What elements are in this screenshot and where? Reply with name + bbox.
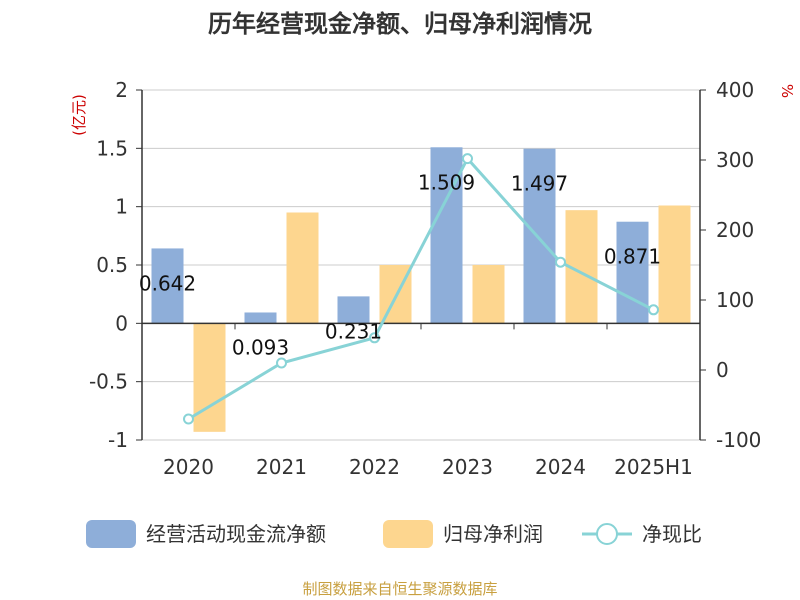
source-note: 制图数据来自恒生聚源数据库	[302, 580, 497, 598]
category-label: 2023	[442, 455, 493, 479]
bars	[151, 147, 691, 432]
legend-label: 净现比	[642, 522, 702, 546]
data-labels: 0.642 0.093 0.231 1.509 1.497 0.871	[139, 170, 661, 359]
bar-cashflow	[244, 312, 277, 324]
ratio-point	[555, 256, 566, 268]
legend-item[interactable]: 归母净利润	[383, 520, 543, 548]
left-tick-label: 0	[115, 311, 128, 335]
ratio-point	[462, 153, 473, 165]
legend-marker	[596, 523, 618, 545]
right-tick-label: 200	[716, 218, 754, 242]
right-axis-unit: %	[778, 84, 796, 98]
bar-netprofit	[193, 323, 226, 432]
bar-value-label: 1.497	[511, 172, 568, 196]
bar-value-label: 1.509	[418, 170, 475, 194]
right-tick-label: 100	[716, 288, 754, 312]
category-label: 2021	[256, 455, 307, 479]
bar-value-label: 0.642	[139, 271, 196, 295]
ratio-line	[183, 153, 659, 425]
ratio-point	[276, 357, 287, 369]
bar-value-label: 0.871	[604, 245, 661, 269]
left-tick-label: 2	[115, 78, 128, 102]
bar-value-label: 0.093	[232, 335, 289, 359]
category-label: 2024	[535, 455, 586, 479]
bar-cashflow	[151, 248, 184, 324]
legend-label: 经营活动现金流净额	[146, 522, 326, 546]
category-label: 2022	[349, 455, 400, 479]
bar-cashflow	[337, 296, 370, 324]
legend-item[interactable]: 净现比	[582, 522, 702, 546]
right-tick-label: 400	[716, 78, 754, 102]
left-tick-label: 1.5	[96, 136, 128, 160]
legend[interactable]: 经营活动现金流净额 归母净利润 净现比	[86, 520, 702, 548]
legend-label: 归母净利润	[443, 522, 543, 546]
category-label: 2020	[163, 455, 214, 479]
left-tick-label: -1	[108, 428, 128, 452]
ratio-point	[369, 332, 380, 344]
bar-cashflow	[616, 221, 649, 324]
left-tick-label: 1	[115, 195, 128, 219]
legend-item[interactable]: 经营活动现金流净额	[86, 520, 326, 548]
bar-netprofit	[472, 265, 505, 324]
ratio-point	[183, 413, 194, 425]
bar-netprofit	[658, 205, 691, 324]
ratio-point	[648, 304, 659, 316]
right-tick-label: 0	[716, 358, 729, 382]
bar-value-label: 0.231	[325, 319, 382, 343]
bar-netprofit	[286, 212, 319, 324]
bar-cashflow	[523, 148, 556, 324]
right-tick-label: 300	[716, 148, 754, 172]
right-tick-label: -100	[716, 428, 761, 452]
chart-title: 历年经营现金净额、归母净利润情况	[208, 10, 592, 38]
left-axis-unit: (亿元)	[70, 94, 88, 136]
ratio-line-path	[187, 155, 655, 421]
legend-swatch	[86, 520, 136, 548]
axes	[136, 89, 706, 441]
left-tick-label: -0.5	[89, 370, 128, 394]
left-tick-label: 0.5	[96, 253, 128, 277]
tick-labels: 2 1.5 1 0.5 0 -0.5 -1 400 300 200 100 0 -100 2020 2021…	[89, 78, 761, 479]
category-label: 2025H1	[614, 455, 693, 479]
legend-swatch	[383, 520, 433, 548]
